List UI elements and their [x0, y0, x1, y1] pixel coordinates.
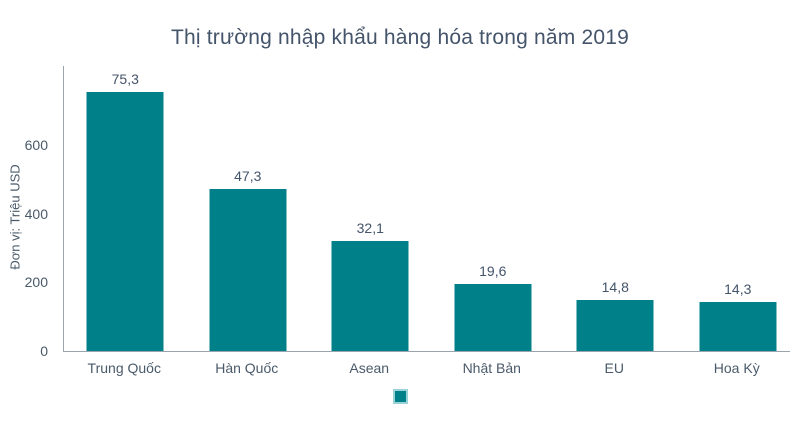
bar[interactable]	[576, 300, 654, 351]
bar[interactable]	[699, 301, 777, 351]
bar[interactable]	[86, 92, 164, 351]
bar-value-label: 75,3	[111, 71, 139, 88]
y-tick-label: 0	[40, 343, 48, 359]
plot-area: 0 200 400 600 75,3 47,3 32,1 19,6 14,8 14,3	[25, 66, 790, 359]
x-category-label: Nhật Bản	[462, 360, 521, 376]
x-axis-labels: Trung Quốc Hàn Quốc Asean Nhật Bản EU Hoa Kỳ	[63, 360, 798, 380]
bar[interactable]	[209, 188, 287, 351]
x-category-label: Trung Quốc	[87, 360, 161, 376]
y-tick-label: 400	[24, 205, 48, 222]
bar-cell: 75,3	[64, 66, 187, 351]
y-tick-label: 600	[24, 136, 48, 153]
x-category-label: Asean	[349, 360, 390, 376]
bar-cell: 19,6	[432, 66, 555, 351]
bar-value-label: 14,3	[724, 280, 752, 297]
bar-value-label: 47,3	[234, 167, 262, 184]
bar-cell: 47,3	[187, 66, 310, 351]
bar-value-label: 19,6	[479, 262, 507, 279]
bar[interactable]	[331, 240, 409, 351]
bar-cell: 32,1	[309, 66, 432, 351]
bar[interactable]	[454, 283, 532, 351]
y-tick-label: 200	[24, 274, 48, 291]
bar-value-label: 32,1	[356, 219, 384, 236]
bar-cell: 14,8	[554, 66, 677, 351]
legend	[0, 389, 800, 404]
bar-cell: 14,3	[677, 66, 800, 351]
x-category-label: Hàn Quốc	[215, 360, 279, 376]
bar-value-label: 14,8	[601, 279, 629, 296]
chart-title: Thị trường nhập khẩu hàng hóa trong năm …	[170, 26, 630, 49]
x-category-label: Hoa Kỳ	[713, 360, 760, 376]
x-category-label: EU	[604, 360, 624, 376]
legend-marker[interactable]	[392, 389, 408, 404]
